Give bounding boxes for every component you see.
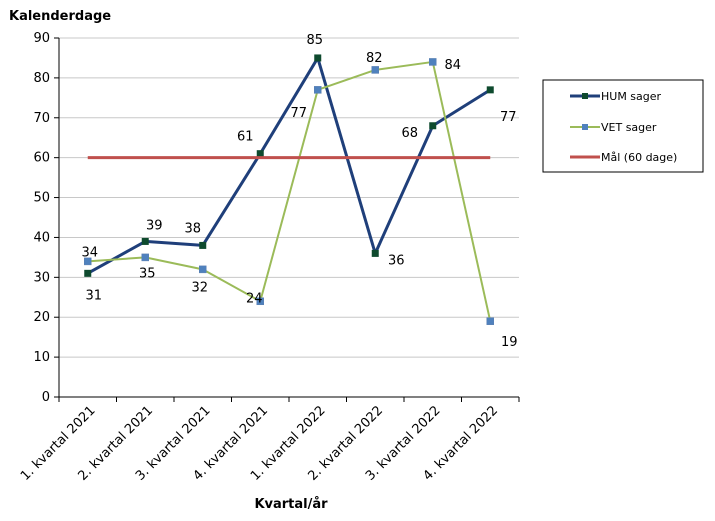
data-label-vet: 84 — [444, 58, 461, 73]
data-point-vet — [256, 297, 264, 306]
data-label-hum: 31 — [85, 288, 102, 303]
data-label-hum: 61 — [237, 130, 254, 145]
y-axis-title: Kalenderdage — [9, 9, 111, 24]
y-tick-label: 30 — [33, 270, 50, 285]
data-point-hum — [486, 86, 494, 94]
y-tick-label: 50 — [33, 191, 50, 206]
data-point-hum — [141, 237, 149, 245]
y-tick-label: 70 — [33, 111, 50, 126]
data-label-hum: 38 — [184, 221, 201, 236]
data-point-vet — [199, 265, 207, 274]
data-point-hum — [429, 122, 437, 130]
y-tick-label: 10 — [33, 350, 50, 365]
y-tick-label: 90 — [33, 31, 50, 46]
data-point-vet — [314, 86, 322, 94]
series-line-hum — [87, 56, 492, 275]
y-tick-label: 80 — [33, 71, 50, 86]
data-point-vet — [429, 58, 437, 66]
legend-label: Mål (60 dage) — [601, 151, 677, 164]
y-tick-label: 40 — [33, 230, 50, 245]
legend-label: VET sager — [601, 121, 657, 134]
legend-label: HUM sager — [601, 90, 662, 103]
y-tick-label: 20 — [33, 310, 50, 325]
data-label-vet: 34 — [81, 245, 98, 260]
legend-marker — [582, 124, 588, 130]
data-point-vet — [486, 317, 494, 325]
data-label-hum: 39 — [146, 218, 163, 233]
legend-box — [542, 79, 704, 173]
data-label-vet: 77 — [290, 106, 307, 121]
data-label-hum: 85 — [306, 33, 323, 48]
data-label-vet: 32 — [191, 280, 208, 295]
data-label-hum: 77 — [500, 110, 517, 125]
data-point-vet — [141, 253, 149, 262]
data-point-hum — [371, 249, 379, 257]
data-point-hum — [199, 241, 207, 249]
data-point-vet — [84, 257, 92, 266]
data-labels: 31 39 38 61 85 36 68 77 34 35 32 24 77 82 84 19 — [81, 33, 517, 350]
x-axis-title: Kvartal/år — [254, 497, 328, 512]
data-label-vet: 35 — [139, 266, 156, 281]
series — [84, 54, 494, 325]
data-label-hum: 36 — [388, 253, 405, 268]
data-label-vet: 19 — [501, 335, 518, 350]
data-label-vet: 24 — [246, 291, 263, 306]
y-tick-label: 60 — [33, 151, 50, 166]
data-label-hum: 68 — [401, 126, 418, 141]
y-tick-label: 0 — [42, 390, 50, 405]
legend: HUM sager VET sager Mål (60 dage) — [542, 79, 704, 173]
data-point-hum — [84, 269, 92, 277]
series-line-vet — [87, 60, 492, 322]
data-point-vet — [371, 66, 379, 74]
data-point-hum — [314, 54, 322, 62]
data-point-hum — [256, 150, 264, 158]
legend-marker — [582, 93, 588, 99]
data-label-vet: 82 — [366, 51, 383, 66]
